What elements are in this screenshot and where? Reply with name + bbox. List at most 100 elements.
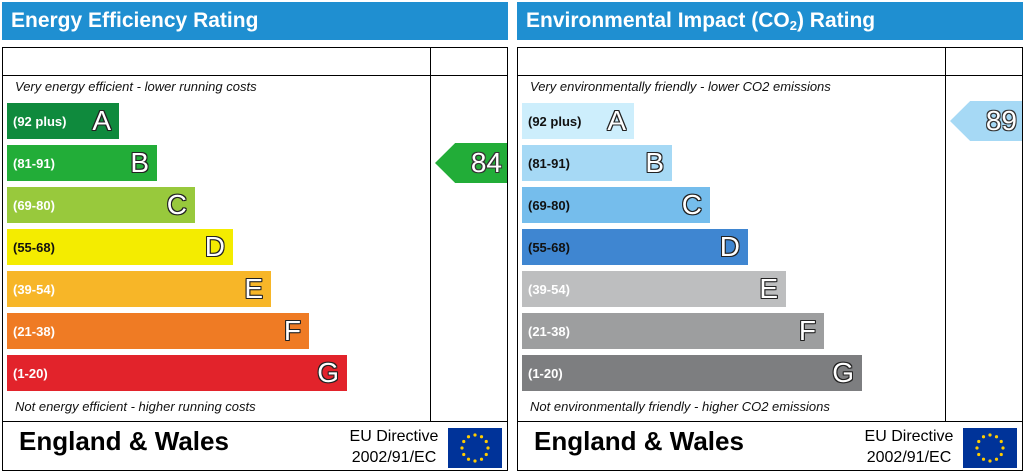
eu-star — [994, 435, 999, 439]
header-divider — [518, 75, 1022, 76]
band-c: (69-80) C — [522, 187, 710, 223]
eu-star — [999, 439, 1003, 444]
chart-title: Environmental Impact (CO2) Rating — [526, 9, 876, 33]
top-caption: Very environmentally friendly - lower CO… — [530, 79, 831, 94]
eu-star — [466, 435, 471, 439]
band-letter: F — [798, 315, 816, 346]
bottom-caption: Not environmentally friendly - higher CO… — [530, 399, 830, 414]
current-rating-value: 84 — [470, 147, 502, 178]
band-range: (92 plus) — [13, 113, 67, 129]
band-letter: E — [759, 273, 778, 304]
band-b: (81-91) B — [522, 145, 672, 181]
band-f: (21-38) F — [7, 313, 309, 349]
band-letter: C — [166, 189, 187, 220]
current-rating-value: 89 — [985, 105, 1017, 136]
eu-star — [473, 459, 477, 463]
eu-star — [1001, 446, 1005, 450]
eu-star — [484, 452, 488, 457]
band-letter: C — [681, 189, 702, 220]
chart-title: Energy Efficiency Rating — [11, 9, 259, 32]
title-end: ) Rating — [796, 9, 876, 32]
band-e: (39-54) E — [522, 271, 786, 307]
eu-star — [988, 433, 992, 437]
band-g: (1-20) G — [522, 355, 862, 391]
rating-frame: Very environmentally friendly - lower CO… — [517, 47, 1023, 471]
region-label: England & Wales — [19, 426, 229, 456]
band-range: (69-80) — [13, 197, 55, 213]
eu-stars-icon — [460, 433, 490, 463]
eu-star — [484, 439, 488, 444]
band-letter: F — [283, 315, 301, 346]
eu-star — [981, 435, 986, 439]
title-main: Environmental Impact (CO — [526, 9, 790, 32]
band-a: (92 plus) A — [522, 103, 634, 139]
band-letter: G — [832, 357, 854, 388]
eu-star — [977, 439, 981, 444]
eu-star — [975, 446, 979, 450]
band-letter: G — [317, 357, 339, 388]
energy-efficiency-panel: Energy Efficiency Rating Very energy eff… — [0, 0, 510, 472]
title-subscript: 2 — [789, 18, 797, 33]
current-rating-arrow: 84 — [435, 143, 507, 183]
footer-divider — [518, 421, 1022, 422]
eu-star — [994, 457, 999, 461]
band-letter: D — [204, 231, 225, 262]
band-letter: B — [645, 147, 664, 178]
band-a: (92 plus) A — [7, 103, 119, 139]
region-label: England & Wales — [534, 426, 744, 456]
band-range: (1-20) — [13, 365, 48, 381]
eu-star — [460, 446, 464, 450]
directive-line2: 2002/91/EC — [351, 449, 437, 466]
header-divider — [3, 75, 507, 76]
environmental-impact-panel: Environmental Impact (CO2) Rating Very e… — [515, 0, 1024, 472]
bottom-caption: Not energy efficient - higher running co… — [15, 399, 256, 414]
band-range: (39-54) — [528, 281, 570, 297]
band-letter: B — [130, 147, 149, 178]
directive-line1: EU Directive — [864, 428, 954, 445]
band-range: (81-91) — [13, 155, 55, 171]
column-divider — [430, 48, 431, 422]
band-letter: D — [719, 231, 740, 262]
eu-star — [479, 457, 484, 461]
directive-line1: EU Directive — [349, 428, 439, 445]
directive-line2: 2002/91/EC — [866, 449, 952, 466]
eu-star — [999, 452, 1003, 457]
column-divider — [945, 48, 946, 422]
band-range: (81-91) — [528, 155, 570, 171]
band-range: (39-54) — [13, 281, 55, 297]
band-range: (69-80) — [528, 197, 570, 213]
band-c: (69-80) C — [7, 187, 195, 223]
panel-title: Environmental Impact (CO2) Rating — [517, 2, 1023, 40]
band-range: (21-38) — [13, 323, 55, 339]
band-d: (55-68) D — [7, 229, 233, 265]
panel-title: Energy Efficiency Rating — [2, 2, 508, 40]
band-range: (92 plus) — [528, 113, 582, 129]
eu-stars-icon — [975, 433, 1005, 463]
band-range: (1-20) — [528, 365, 563, 381]
band-b: (81-91) B — [7, 145, 157, 181]
band-d: (55-68) D — [522, 229, 748, 265]
eu-star — [981, 457, 986, 461]
band-f: (21-38) F — [522, 313, 824, 349]
eu-flag-icon — [448, 428, 502, 468]
eu-star — [486, 446, 490, 450]
top-caption: Very energy efficient - lower running co… — [15, 79, 257, 94]
footer-divider — [3, 421, 507, 422]
band-letter: A — [607, 105, 626, 136]
eu-star — [479, 435, 484, 439]
band-letter: E — [244, 273, 263, 304]
eu-directive: EU Directive 2002/91/EC — [854, 426, 964, 468]
eu-star — [462, 439, 466, 444]
eu-star — [473, 433, 477, 437]
band-letter: A — [92, 105, 111, 136]
band-g: (1-20) G — [7, 355, 347, 391]
band-range: (55-68) — [528, 239, 570, 255]
eu-flag-icon — [963, 428, 1017, 468]
eu-directive: EU Directive 2002/91/EC — [339, 426, 449, 468]
band-range: (21-38) — [528, 323, 570, 339]
eu-star — [462, 452, 466, 457]
current-rating-arrow: 89 — [950, 101, 1022, 141]
rating-frame: Very energy efficient - lower running co… — [2, 47, 508, 471]
band-e: (39-54) E — [7, 271, 271, 307]
eu-star — [977, 452, 981, 457]
